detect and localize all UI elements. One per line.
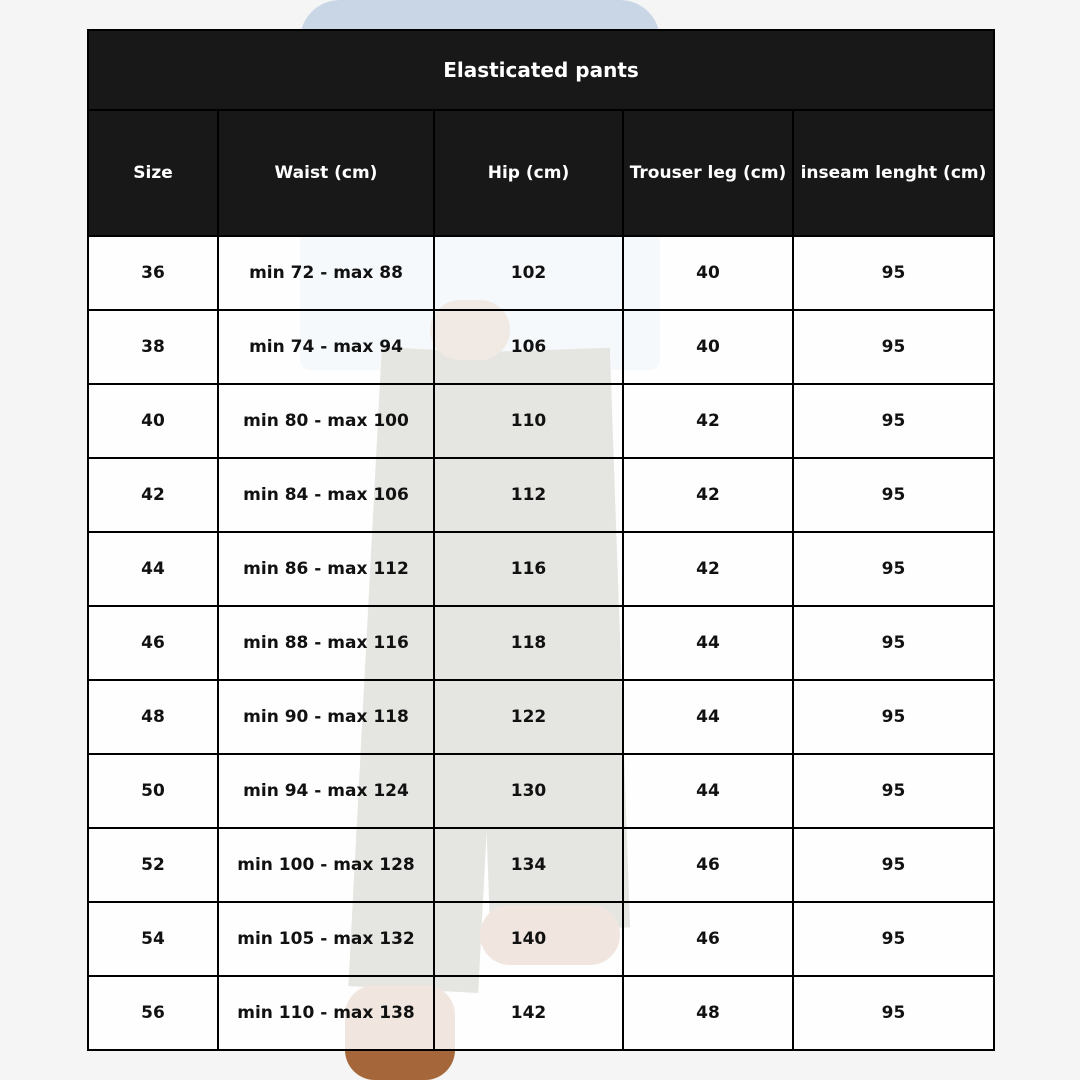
cell-trouser-leg: 42	[622, 531, 794, 607]
cell-size: 44	[87, 531, 219, 607]
cell-hip: 142	[433, 975, 624, 1051]
cell-trouser-leg: 40	[622, 309, 794, 385]
cell-waist: min 105 - max 132	[217, 901, 435, 977]
column-header-inseam-length: inseam lenght (cm)	[792, 109, 995, 237]
column-header-hip: Hip (cm)	[433, 109, 624, 237]
cell-waist: min 100 - max 128	[217, 827, 435, 903]
table-row: 40 min 80 - max 100 110 42 95	[87, 383, 995, 459]
cell-waist: min 84 - max 106	[217, 457, 435, 533]
column-header-size: Size	[87, 109, 219, 237]
cell-trouser-leg: 48	[622, 975, 794, 1051]
cell-waist: min 74 - max 94	[217, 309, 435, 385]
cell-waist: min 110 - max 138	[217, 975, 435, 1051]
table-row: 46 min 88 - max 116 118 44 95	[87, 605, 995, 681]
cell-hip: 116	[433, 531, 624, 607]
table-row: 56 min 110 - max 138 142 48 95	[87, 975, 995, 1051]
cell-waist: min 80 - max 100	[217, 383, 435, 459]
cell-inseam-length: 95	[792, 383, 995, 459]
cell-trouser-leg: 42	[622, 457, 794, 533]
cell-hip: 140	[433, 901, 624, 977]
cell-trouser-leg: 44	[622, 753, 794, 829]
size-chart-table: Elasticated pants Size Waist (cm) Hip (cm)…	[87, 29, 995, 1051]
cell-inseam-length: 95	[792, 309, 995, 385]
cell-inseam-length: 95	[792, 235, 995, 311]
column-header-trouser-leg: Trouser leg (cm)	[622, 109, 794, 237]
table-row: 38 min 74 - max 94 106 40 95	[87, 309, 995, 385]
cell-hip: 130	[433, 753, 624, 829]
cell-size: 40	[87, 383, 219, 459]
cell-trouser-leg: 46	[622, 901, 794, 977]
table-title: Elasticated pants	[87, 29, 995, 111]
cell-size: 52	[87, 827, 219, 903]
cell-inseam-length: 95	[792, 753, 995, 829]
table-row: 54 min 105 - max 132 140 46 95	[87, 901, 995, 977]
table-body: 36 min 72 - max 88 102 40 95 38 min 74 - max 9…	[87, 235, 995, 1051]
cell-trouser-leg: 46	[622, 827, 794, 903]
cell-inseam-length: 95	[792, 457, 995, 533]
cell-inseam-length: 95	[792, 901, 995, 977]
cell-hip: 118	[433, 605, 624, 681]
cell-size: 46	[87, 605, 219, 681]
cell-waist: min 94 - max 124	[217, 753, 435, 829]
table-row: 44 min 86 - max 112 116 42 95	[87, 531, 995, 607]
cell-size: 56	[87, 975, 219, 1051]
cell-inseam-length: 95	[792, 531, 995, 607]
cell-hip: 110	[433, 383, 624, 459]
cell-waist: min 88 - max 116	[217, 605, 435, 681]
cell-size: 50	[87, 753, 219, 829]
column-header-waist: Waist (cm)	[217, 109, 435, 237]
cell-trouser-leg: 42	[622, 383, 794, 459]
cell-hip: 106	[433, 309, 624, 385]
cell-inseam-length: 95	[792, 827, 995, 903]
cell-size: 54	[87, 901, 219, 977]
cell-waist: min 86 - max 112	[217, 531, 435, 607]
header-row: Size Waist (cm) Hip (cm) Trouser leg (cm) in…	[87, 109, 995, 237]
cell-trouser-leg: 44	[622, 605, 794, 681]
cell-waist: min 72 - max 88	[217, 235, 435, 311]
cell-size: 38	[87, 309, 219, 385]
cell-size: 48	[87, 679, 219, 755]
cell-hip: 134	[433, 827, 624, 903]
cell-size: 36	[87, 235, 219, 311]
cell-inseam-length: 95	[792, 605, 995, 681]
cell-waist: min 90 - max 118	[217, 679, 435, 755]
cell-trouser-leg: 40	[622, 235, 794, 311]
cell-trouser-leg: 44	[622, 679, 794, 755]
table-row: 36 min 72 - max 88 102 40 95	[87, 235, 995, 311]
table-row: 52 min 100 - max 128 134 46 95	[87, 827, 995, 903]
table-row: 42 min 84 - max 106 112 42 95	[87, 457, 995, 533]
cell-inseam-length: 95	[792, 679, 995, 755]
cell-hip: 112	[433, 457, 624, 533]
table-row: 48 min 90 - max 118 122 44 95	[87, 679, 995, 755]
cell-inseam-length: 95	[792, 975, 995, 1051]
table-row: 50 min 94 - max 124 130 44 95	[87, 753, 995, 829]
cell-hip: 122	[433, 679, 624, 755]
cell-hip: 102	[433, 235, 624, 311]
cell-size: 42	[87, 457, 219, 533]
